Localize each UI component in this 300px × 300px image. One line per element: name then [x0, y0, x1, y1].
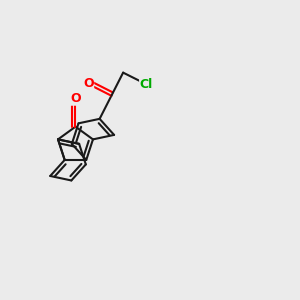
Text: O: O [83, 77, 94, 91]
Text: O: O [70, 92, 81, 105]
Text: Cl: Cl [140, 78, 153, 91]
